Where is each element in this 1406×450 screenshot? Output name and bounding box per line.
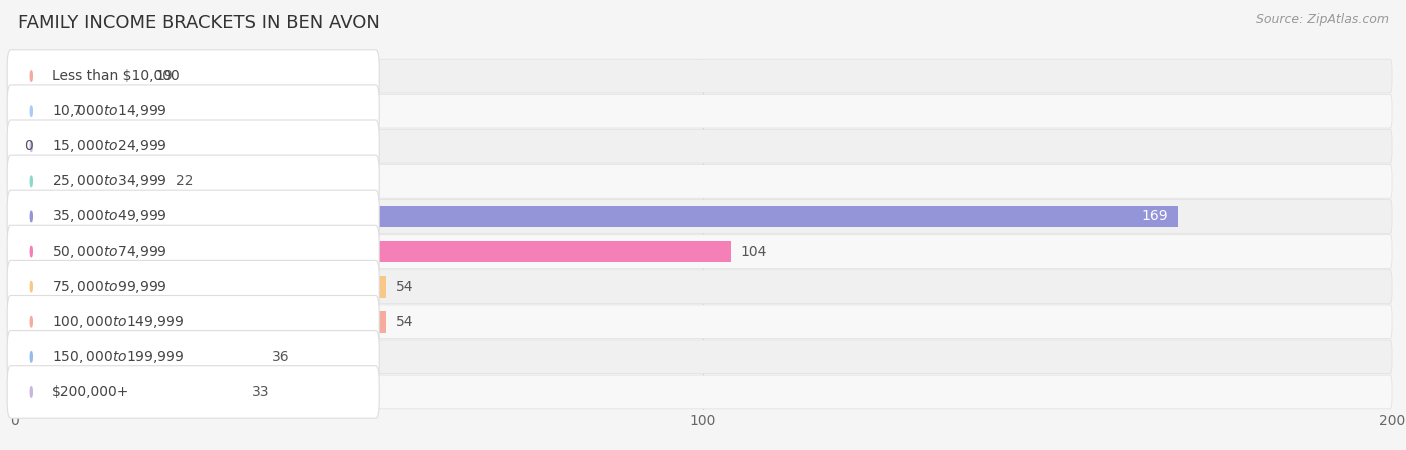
Text: $100,000 to $149,999: $100,000 to $149,999 — [52, 314, 184, 330]
Text: 36: 36 — [273, 350, 290, 364]
Text: 33: 33 — [252, 385, 269, 399]
FancyBboxPatch shape — [14, 340, 1392, 374]
Text: $10,000 to $14,999: $10,000 to $14,999 — [52, 103, 167, 119]
Circle shape — [31, 246, 32, 257]
FancyBboxPatch shape — [14, 165, 1392, 198]
Circle shape — [31, 176, 32, 187]
Circle shape — [31, 351, 32, 362]
FancyBboxPatch shape — [7, 85, 380, 137]
Circle shape — [31, 211, 32, 222]
FancyBboxPatch shape — [14, 305, 1392, 338]
Text: 0: 0 — [24, 139, 34, 153]
FancyBboxPatch shape — [7, 225, 380, 278]
Text: 19: 19 — [155, 69, 173, 83]
FancyBboxPatch shape — [7, 120, 380, 172]
Text: 104: 104 — [741, 244, 768, 259]
Text: 22: 22 — [176, 174, 194, 189]
FancyBboxPatch shape — [7, 50, 380, 102]
Bar — [14, 276, 387, 297]
Circle shape — [31, 281, 32, 292]
FancyBboxPatch shape — [14, 59, 1392, 93]
Text: 54: 54 — [396, 315, 413, 329]
Circle shape — [31, 71, 32, 81]
FancyBboxPatch shape — [7, 331, 380, 383]
Bar — [14, 206, 1178, 227]
Text: $150,000 to $199,999: $150,000 to $199,999 — [52, 349, 184, 365]
Bar — [14, 346, 262, 368]
FancyBboxPatch shape — [7, 190, 380, 243]
FancyBboxPatch shape — [7, 366, 380, 418]
Circle shape — [31, 141, 32, 152]
Text: 169: 169 — [1142, 209, 1168, 224]
Text: $25,000 to $34,999: $25,000 to $34,999 — [52, 173, 167, 189]
FancyBboxPatch shape — [14, 130, 1392, 163]
Circle shape — [31, 106, 32, 117]
Bar — [14, 65, 145, 87]
Text: $200,000+: $200,000+ — [52, 385, 129, 399]
Text: Less than $10,000: Less than $10,000 — [52, 69, 180, 83]
FancyBboxPatch shape — [7, 155, 380, 207]
Bar — [14, 311, 387, 333]
Text: $75,000 to $99,999: $75,000 to $99,999 — [52, 279, 167, 295]
Bar — [14, 241, 731, 262]
Bar — [14, 100, 62, 122]
Text: $35,000 to $49,999: $35,000 to $49,999 — [52, 208, 167, 225]
Text: 7: 7 — [73, 104, 82, 118]
FancyBboxPatch shape — [14, 94, 1392, 128]
FancyBboxPatch shape — [7, 296, 380, 348]
FancyBboxPatch shape — [14, 270, 1392, 303]
Text: FAMILY INCOME BRACKETS IN BEN AVON: FAMILY INCOME BRACKETS IN BEN AVON — [18, 14, 380, 32]
Text: Source: ZipAtlas.com: Source: ZipAtlas.com — [1256, 14, 1389, 27]
Circle shape — [31, 387, 32, 397]
FancyBboxPatch shape — [14, 200, 1392, 233]
Text: $50,000 to $74,999: $50,000 to $74,999 — [52, 243, 167, 260]
Bar — [14, 381, 242, 403]
FancyBboxPatch shape — [14, 375, 1392, 409]
Text: $15,000 to $24,999: $15,000 to $24,999 — [52, 138, 167, 154]
FancyBboxPatch shape — [14, 235, 1392, 268]
Circle shape — [31, 316, 32, 327]
Text: 54: 54 — [396, 279, 413, 294]
FancyBboxPatch shape — [7, 261, 380, 313]
Bar — [14, 171, 166, 192]
